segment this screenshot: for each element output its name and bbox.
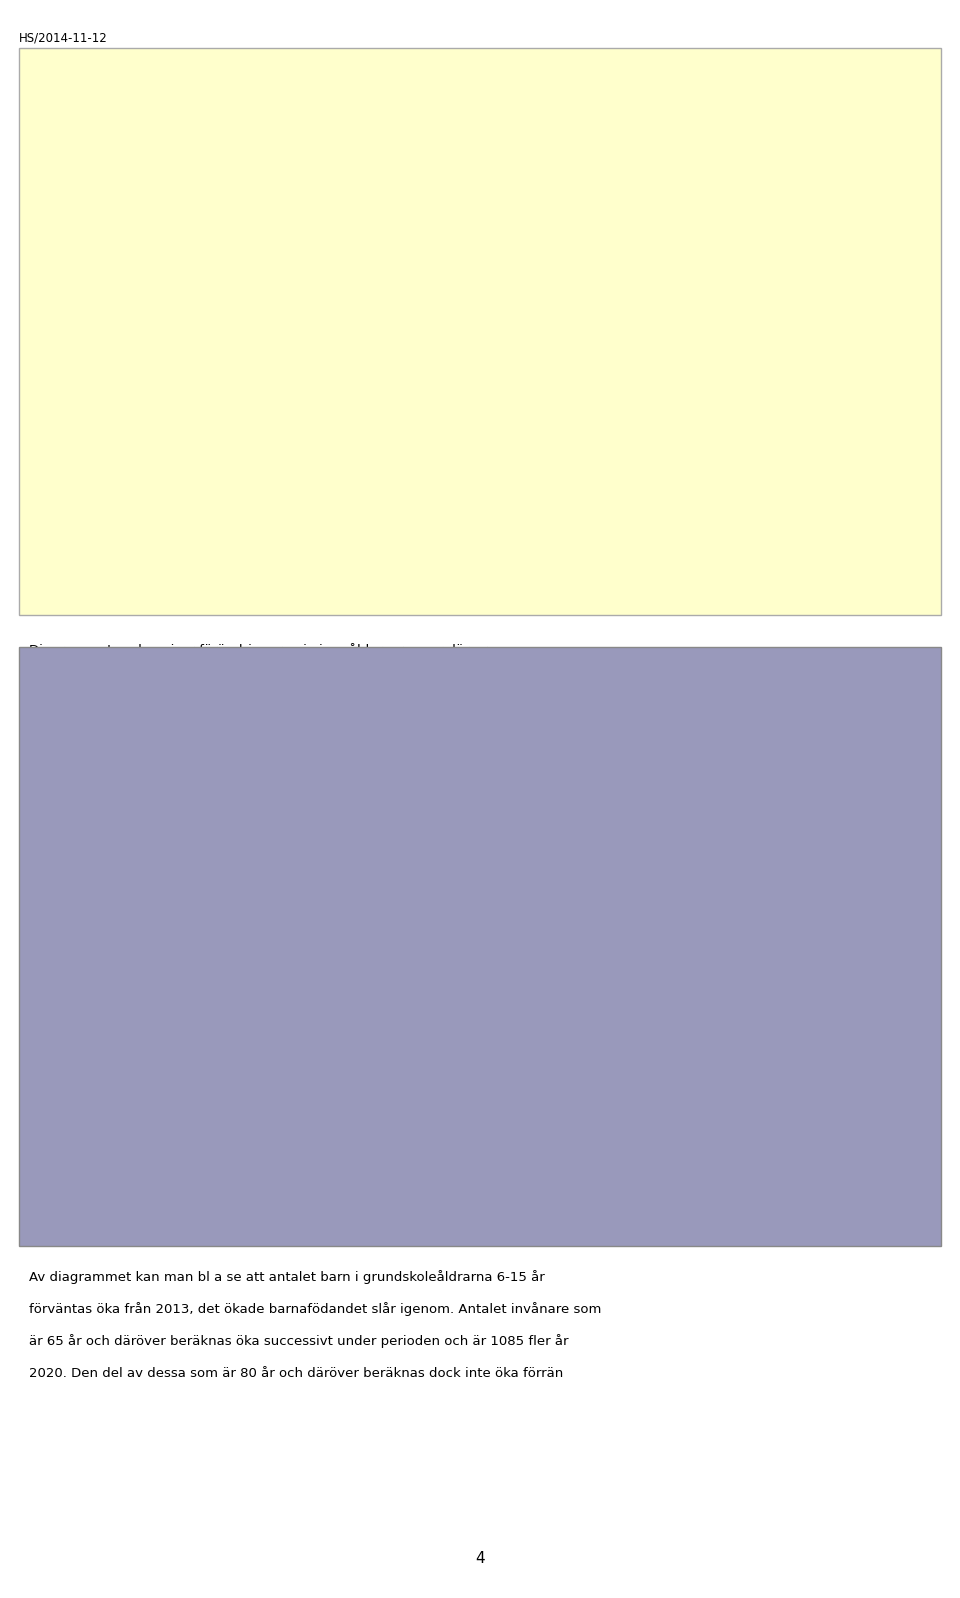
Y-axis label: Förändring i förhållande till 2013, antal inv: Förändring i förhållande till 2013, anta… bbox=[61, 820, 73, 1058]
Text: resultat fram till 2020 jämförs med år 2013. Diagrammet läses på följande sätt: : resultat fram till 2020 jämförs med år 2… bbox=[29, 681, 578, 695]
Text: högre respektive kurva befinner sig ovanför nollstrecket desto fler invånare fin: högre respektive kurva befinner sig ovan… bbox=[29, 719, 606, 733]
Text: Av diagrammet kan man bl a se att antalet barn i grundskoleåldrarna 6-15 år: Av diagrammet kan man bl a se att antale… bbox=[29, 1270, 544, 1283]
Text: åldersgruppen jämfört med 2013.: åldersgruppen jämfört med 2013. bbox=[29, 757, 254, 770]
Text: SAMT PROGNOS TILL 2030: SAMT PROGNOS TILL 2030 bbox=[391, 112, 617, 128]
Legend: Folkmängd, Prognos folkmängd: Folkmängd, Prognos folkmängd bbox=[713, 459, 896, 507]
Text: 2020. Den del av dessa som är 80 år och däröver beräknas dock inte öka förrän: 2020. Den del av dessa som är 80 år och … bbox=[29, 1366, 564, 1379]
Legend: 0-5 år, 6-15 år, 16-24 år, 25-64 år, 65-w år: 0-5 år, 6-15 år, 16-24 år, 25-64 år, 65-… bbox=[729, 741, 852, 849]
Text: förväntas öka från 2013, det ökade barnafödandet slår igenom. Antalet invånare s: förväntas öka från 2013, det ökade barna… bbox=[29, 1302, 601, 1317]
Y-axis label: Antal invånare: Antal invånare bbox=[37, 294, 50, 385]
Title: Befolkningsutveckling åldersklasser enligt prognos 2014-2020: Befolkningsutveckling åldersklasser enli… bbox=[158, 710, 677, 727]
Text: HS/2014-11-12: HS/2014-11-12 bbox=[19, 32, 108, 45]
Text: Diagrammet nedan visar förändringarna i vissa åldersgrupper där prognosens: Diagrammet nedan visar förändringarna i … bbox=[29, 644, 551, 657]
Text: 4: 4 bbox=[475, 1550, 485, 1566]
Text: BEFOLKNINGSUTVECKLING 1950-2013: BEFOLKNINGSUTVECKLING 1950-2013 bbox=[341, 80, 667, 94]
Text: är 65 år och däröver beräknas öka successivt under perioden och är 1085 fler år: är 65 år och däröver beräknas öka succes… bbox=[29, 1334, 568, 1349]
